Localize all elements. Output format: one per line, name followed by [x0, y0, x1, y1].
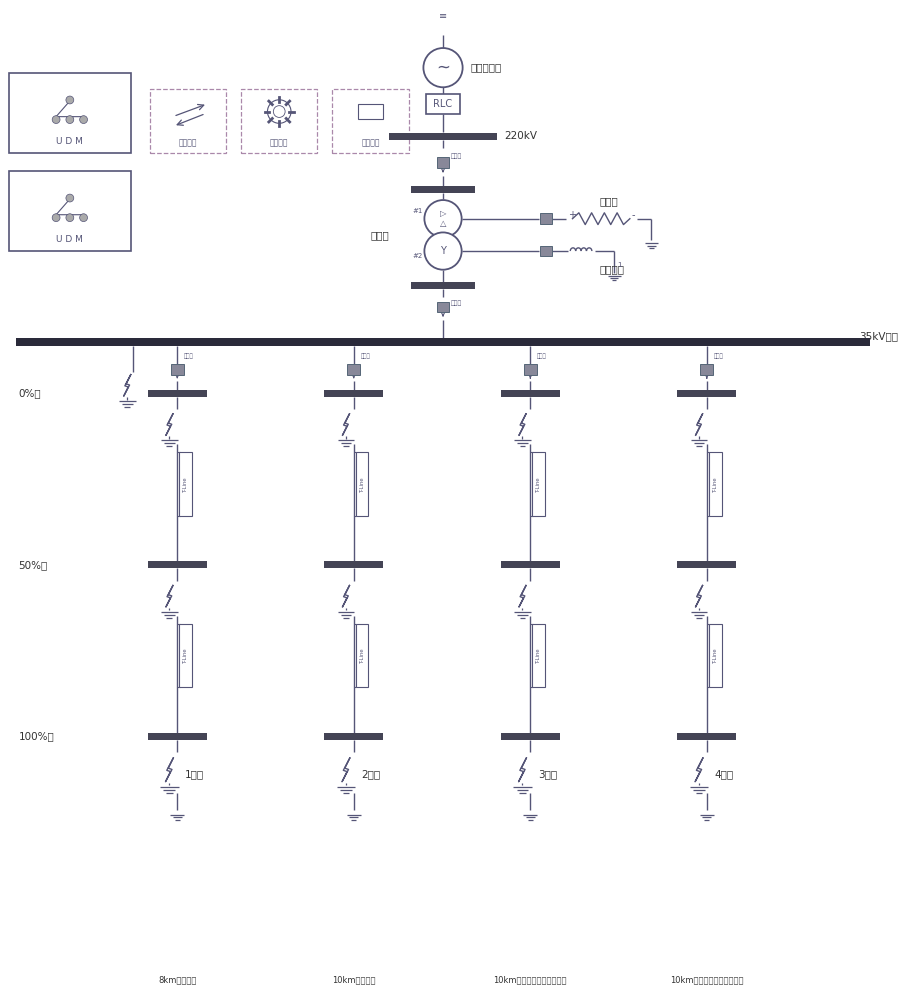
Circle shape	[424, 232, 462, 270]
Text: +: +	[567, 210, 575, 220]
Text: T-Line: T-Line	[536, 648, 541, 663]
Text: U D M: U D M	[57, 235, 83, 244]
FancyBboxPatch shape	[389, 133, 497, 140]
FancyBboxPatch shape	[325, 561, 383, 568]
FancyBboxPatch shape	[437, 302, 449, 312]
Text: 1: 1	[617, 262, 621, 268]
FancyBboxPatch shape	[411, 186, 474, 193]
FancyBboxPatch shape	[532, 624, 545, 687]
FancyBboxPatch shape	[677, 561, 736, 568]
FancyBboxPatch shape	[8, 73, 131, 153]
Circle shape	[424, 200, 462, 237]
Text: 断路器: 断路器	[451, 153, 462, 159]
Text: 降压变: 降压变	[371, 230, 389, 240]
FancyBboxPatch shape	[709, 452, 722, 516]
Text: 断路器: 断路器	[361, 353, 371, 359]
Text: T-Line: T-Line	[536, 476, 541, 492]
FancyBboxPatch shape	[411, 282, 474, 289]
Text: -: -	[631, 210, 635, 220]
FancyBboxPatch shape	[709, 624, 722, 687]
FancyBboxPatch shape	[358, 104, 383, 119]
Text: 小电阴: 小电阴	[600, 196, 619, 206]
Text: ▷
△: ▷ △	[440, 209, 446, 228]
Text: RLC: RLC	[434, 99, 453, 109]
FancyBboxPatch shape	[426, 94, 460, 114]
FancyBboxPatch shape	[437, 157, 449, 168]
Text: #1: #1	[412, 208, 423, 214]
FancyBboxPatch shape	[677, 390, 736, 397]
Text: 220kV: 220kV	[504, 131, 537, 141]
Text: 4号线: 4号线	[714, 769, 734, 779]
FancyBboxPatch shape	[501, 733, 560, 740]
Circle shape	[52, 116, 60, 124]
Text: 断路器: 断路器	[538, 353, 547, 359]
Text: 0%处: 0%处	[18, 388, 41, 398]
FancyBboxPatch shape	[677, 733, 736, 740]
Text: 断路器: 断路器	[184, 353, 194, 359]
Circle shape	[66, 214, 74, 222]
Circle shape	[79, 214, 87, 222]
Text: 1号线: 1号线	[185, 769, 204, 779]
FancyBboxPatch shape	[148, 561, 207, 568]
Text: T-Line: T-Line	[360, 648, 364, 663]
Text: 8km电缆线路: 8km电缆线路	[158, 975, 197, 984]
Text: 2号线: 2号线	[362, 769, 381, 779]
Text: T-Line: T-Line	[183, 476, 189, 492]
Text: T-Line: T-Line	[713, 648, 718, 663]
FancyBboxPatch shape	[179, 452, 192, 516]
Text: ~: ~	[436, 59, 450, 77]
Circle shape	[66, 96, 74, 104]
Circle shape	[79, 116, 87, 124]
Text: 50%处: 50%处	[18, 560, 48, 570]
Circle shape	[52, 214, 60, 222]
Text: 仿真参数: 仿真参数	[270, 139, 289, 148]
FancyBboxPatch shape	[179, 624, 192, 687]
Text: T-Line: T-Line	[360, 476, 364, 492]
FancyBboxPatch shape	[355, 452, 369, 516]
FancyBboxPatch shape	[701, 364, 713, 375]
Text: 潮流输入: 潮流输入	[179, 139, 198, 148]
Text: 35kV母线: 35kV母线	[859, 331, 897, 341]
Circle shape	[66, 194, 74, 202]
Circle shape	[423, 48, 463, 87]
Text: 3号线: 3号线	[538, 769, 557, 779]
Text: 无穷大系统: 无穷大系统	[471, 63, 502, 73]
FancyBboxPatch shape	[539, 213, 552, 224]
Text: 10km架空线路: 10km架空线路	[332, 975, 375, 984]
FancyBboxPatch shape	[501, 561, 560, 568]
Text: Y: Y	[440, 246, 446, 256]
FancyBboxPatch shape	[241, 89, 318, 153]
FancyBboxPatch shape	[539, 246, 552, 256]
Text: 物理接口: 物理接口	[361, 139, 380, 148]
Text: T-Line: T-Line	[713, 476, 718, 492]
Circle shape	[273, 106, 285, 117]
Text: #2: #2	[412, 253, 423, 259]
Text: U D M: U D M	[57, 137, 83, 146]
Text: ≡: ≡	[439, 11, 447, 21]
Text: 10km架空线、电缆混合线路: 10km架空线、电缆混合线路	[670, 975, 743, 984]
FancyBboxPatch shape	[347, 364, 360, 375]
Circle shape	[66, 116, 74, 124]
FancyBboxPatch shape	[501, 390, 560, 397]
FancyBboxPatch shape	[355, 624, 369, 687]
FancyBboxPatch shape	[150, 89, 226, 153]
FancyBboxPatch shape	[170, 364, 184, 375]
FancyBboxPatch shape	[332, 89, 409, 153]
Text: T-Line: T-Line	[183, 648, 189, 663]
Text: 断路器: 断路器	[451, 300, 462, 306]
FancyBboxPatch shape	[16, 338, 870, 346]
FancyBboxPatch shape	[325, 390, 383, 397]
Text: 10km电缆、架空线混合线路: 10km电缆、架空线混合线路	[493, 975, 567, 984]
FancyBboxPatch shape	[148, 390, 207, 397]
FancyBboxPatch shape	[524, 364, 537, 375]
Circle shape	[268, 100, 291, 123]
Text: 断路器: 断路器	[713, 353, 723, 359]
FancyBboxPatch shape	[8, 171, 131, 251]
FancyBboxPatch shape	[325, 733, 383, 740]
Text: 消弧线圈: 消弧线圈	[600, 264, 625, 274]
Text: 100%处: 100%处	[18, 732, 54, 742]
FancyBboxPatch shape	[148, 733, 207, 740]
FancyBboxPatch shape	[532, 452, 545, 516]
